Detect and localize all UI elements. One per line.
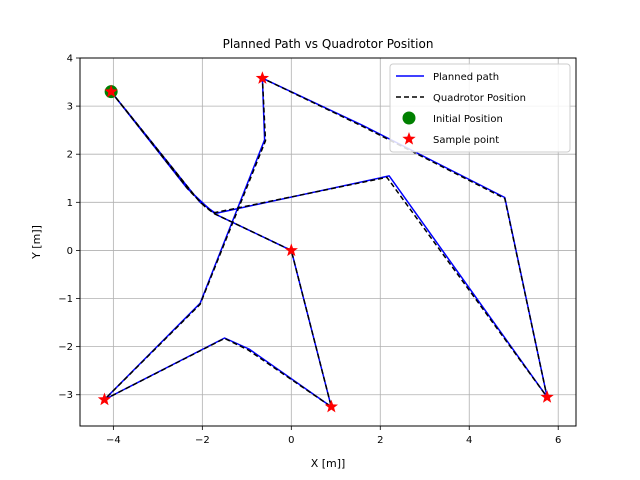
legend-initial-position-label: Initial Position: [433, 114, 503, 125]
legend-initial-position-swatch: [402, 111, 416, 125]
y-tick-label: 3: [67, 102, 73, 113]
markers-layer: [97, 71, 554, 413]
legend-sample-point-swatch: [402, 132, 416, 145]
ticks: −4 −2 0 2 4 6 −3 −2 −1 0 1 2 3 4: [58, 54, 561, 447]
y-tick-label: 1: [67, 198, 73, 209]
sample-point-marker: [97, 392, 112, 406]
chart-title: Planned Path vs Quadrotor Position: [223, 37, 434, 51]
legend-box: [389, 63, 571, 153]
y-tick-label: −1: [58, 294, 73, 305]
legend-planned-path-label: Planned path: [433, 72, 499, 83]
sample-point-marker: [104, 84, 118, 98]
x-tick-label: 6: [555, 435, 561, 446]
y-axis-label: Y [m]]: [30, 225, 43, 260]
y-tick-label: −2: [58, 342, 73, 353]
x-tick-label: 4: [466, 435, 472, 446]
x-tick-label: 2: [377, 435, 383, 446]
sample-point-marker: [540, 390, 554, 403]
y-tick-label: −3: [58, 390, 73, 401]
x-tick-label: −2: [195, 435, 210, 446]
sample-point-marker: [324, 399, 338, 413]
x-tick-label: 0: [288, 435, 294, 446]
x-axis-label: X [m]]: [311, 457, 346, 470]
quadrotor-position-line: [103, 77, 548, 408]
sample-point-marker: [284, 243, 298, 257]
legend-sample-point-label: Sample point: [433, 135, 499, 146]
series-layer: [103, 77, 548, 408]
y-tick-label: 2: [67, 150, 73, 161]
plot-frame: [79, 57, 577, 427]
y-tick-label: 0: [67, 246, 73, 257]
x-tick-label: −4: [106, 435, 121, 446]
legend-quadrotor-position-label: Quadrotor Position: [433, 93, 526, 104]
sample-point-marker: [255, 71, 270, 84]
y-tick-label: 4: [67, 54, 73, 65]
legend: Planned path Quadrotor Position Initial …: [389, 63, 571, 153]
